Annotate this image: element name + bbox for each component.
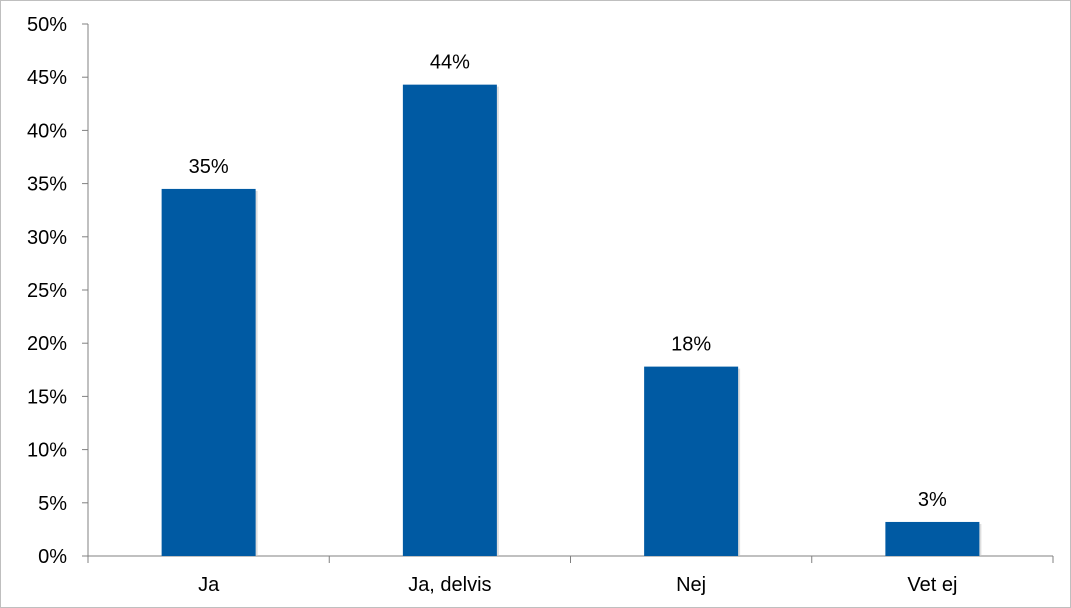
y-tick-label: 0%: [38, 546, 67, 568]
y-tick-label: 15%: [27, 386, 67, 408]
bar-0: [161, 188, 256, 557]
y-tick-label: 10%: [27, 440, 67, 462]
x-axis: Ja Ja, delvis Nej Vet ej: [87, 555, 1054, 596]
y-tick-label: 20%: [27, 333, 67, 355]
bar-3: [885, 521, 980, 556]
y-tick-label: 30%: [27, 227, 67, 249]
data-label: 3%: [918, 489, 947, 511]
x-category-label: Vet ej: [907, 574, 957, 596]
y-tick-label: 35%: [27, 174, 67, 196]
y-tick-label: 5%: [38, 493, 67, 515]
data-label: 35%: [189, 156, 229, 178]
data-labels: 35% 44% 18% 3%: [189, 52, 947, 511]
bars: [161, 84, 982, 557]
data-label: 44%: [430, 52, 470, 74]
y-tick-label: 40%: [27, 120, 67, 142]
x-category-label: Ja, delvis: [408, 574, 491, 596]
x-category-label: Nej: [676, 574, 706, 596]
bar-2: [644, 366, 739, 556]
y-tick-label: 25%: [27, 280, 67, 302]
y-tick-label: 45%: [27, 67, 67, 89]
y-tick-label: 50%: [27, 14, 67, 36]
bar-1: [402, 84, 497, 556]
y-axis: 0% 5% 10% 15% 20% 25% 30% 35% 40% 45% 50%: [27, 14, 89, 568]
x-category-label: Ja: [198, 574, 220, 596]
data-label: 18%: [671, 334, 711, 356]
